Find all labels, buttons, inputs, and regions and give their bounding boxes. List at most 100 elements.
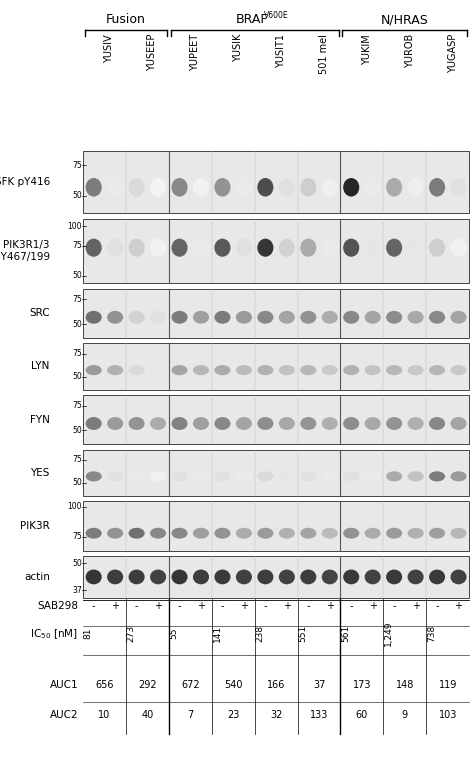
Ellipse shape	[128, 528, 145, 539]
Ellipse shape	[172, 417, 188, 430]
Text: 75: 75	[72, 455, 82, 464]
Ellipse shape	[343, 178, 359, 197]
Text: +: +	[326, 600, 334, 611]
Bar	[83, 151, 469, 213]
Ellipse shape	[408, 569, 424, 584]
Ellipse shape	[300, 417, 316, 430]
Ellipse shape	[107, 569, 123, 584]
Ellipse shape	[386, 417, 402, 430]
Ellipse shape	[322, 417, 338, 430]
Ellipse shape	[172, 472, 188, 481]
Text: 75: 75	[72, 160, 82, 170]
Ellipse shape	[257, 365, 273, 375]
Text: +: +	[411, 600, 419, 611]
Text: 103: 103	[438, 710, 457, 721]
Ellipse shape	[172, 178, 188, 197]
Text: 75: 75	[72, 401, 82, 410]
Ellipse shape	[279, 238, 295, 257]
Ellipse shape	[172, 365, 188, 375]
Ellipse shape	[300, 365, 316, 375]
Ellipse shape	[150, 311, 166, 324]
Ellipse shape	[429, 311, 445, 324]
Ellipse shape	[279, 178, 295, 197]
Ellipse shape	[86, 238, 102, 257]
Bar	[83, 450, 469, 496]
Ellipse shape	[279, 365, 295, 375]
Text: BRAF: BRAF	[236, 14, 269, 26]
Ellipse shape	[86, 569, 102, 584]
Ellipse shape	[279, 528, 295, 539]
Ellipse shape	[386, 472, 402, 481]
Text: 656: 656	[95, 680, 114, 690]
Text: YUSIK: YUSIK	[233, 34, 243, 62]
Ellipse shape	[128, 472, 145, 481]
Ellipse shape	[279, 311, 295, 324]
Text: YUSEEP: YUSEEP	[147, 34, 157, 71]
Ellipse shape	[86, 417, 102, 430]
Text: -: -	[392, 600, 396, 611]
Ellipse shape	[193, 417, 209, 430]
Bar	[83, 501, 469, 550]
Ellipse shape	[236, 528, 252, 539]
Text: actin: actin	[24, 572, 50, 582]
Text: 75: 75	[72, 295, 82, 304]
Ellipse shape	[322, 472, 338, 481]
Text: 55: 55	[170, 628, 179, 640]
Ellipse shape	[128, 365, 145, 375]
Ellipse shape	[429, 472, 445, 481]
Ellipse shape	[386, 311, 402, 324]
Text: 148: 148	[396, 680, 414, 690]
Ellipse shape	[257, 178, 273, 197]
Ellipse shape	[150, 365, 166, 375]
Ellipse shape	[193, 311, 209, 324]
Bar	[83, 556, 469, 598]
Ellipse shape	[429, 238, 445, 257]
Text: +: +	[240, 600, 248, 611]
Ellipse shape	[408, 528, 424, 539]
Ellipse shape	[257, 472, 273, 481]
Ellipse shape	[429, 569, 445, 584]
Bar	[83, 395, 469, 444]
Text: PIK3R: PIK3R	[20, 521, 50, 531]
Ellipse shape	[172, 569, 188, 584]
Ellipse shape	[172, 238, 188, 257]
Text: 561: 561	[341, 625, 350, 642]
Text: +: +	[369, 600, 377, 611]
Text: PIK3R1/3
pY467/199: PIK3R1/3 pY467/199	[0, 240, 50, 262]
Text: 75: 75	[72, 532, 82, 541]
Ellipse shape	[450, 417, 466, 430]
Text: -: -	[435, 600, 439, 611]
Ellipse shape	[343, 472, 359, 481]
Ellipse shape	[150, 528, 166, 539]
Ellipse shape	[300, 472, 316, 481]
Ellipse shape	[343, 417, 359, 430]
Ellipse shape	[450, 178, 466, 197]
Text: 50: 50	[72, 372, 82, 381]
Text: 166: 166	[267, 680, 285, 690]
Ellipse shape	[450, 528, 466, 539]
Ellipse shape	[172, 311, 188, 324]
Ellipse shape	[365, 311, 381, 324]
Text: 141: 141	[212, 625, 221, 642]
Text: 50: 50	[72, 319, 82, 329]
Text: YUSIV: YUSIV	[104, 34, 114, 63]
Text: -: -	[221, 600, 224, 611]
Text: 133: 133	[310, 710, 328, 721]
Ellipse shape	[107, 417, 123, 430]
Text: YUROB: YUROB	[405, 34, 415, 68]
Ellipse shape	[150, 238, 166, 257]
Text: 100: 100	[67, 503, 82, 512]
Ellipse shape	[300, 569, 316, 584]
Ellipse shape	[214, 528, 230, 539]
Text: +: +	[283, 600, 291, 611]
Text: AUC1: AUC1	[50, 680, 78, 690]
Ellipse shape	[408, 365, 424, 375]
Text: YUGASP: YUGASP	[448, 34, 458, 73]
Ellipse shape	[214, 569, 230, 584]
Ellipse shape	[236, 311, 252, 324]
Bar	[83, 219, 469, 283]
Ellipse shape	[236, 472, 252, 481]
Ellipse shape	[408, 417, 424, 430]
Ellipse shape	[214, 178, 230, 197]
Text: 7: 7	[187, 710, 193, 721]
